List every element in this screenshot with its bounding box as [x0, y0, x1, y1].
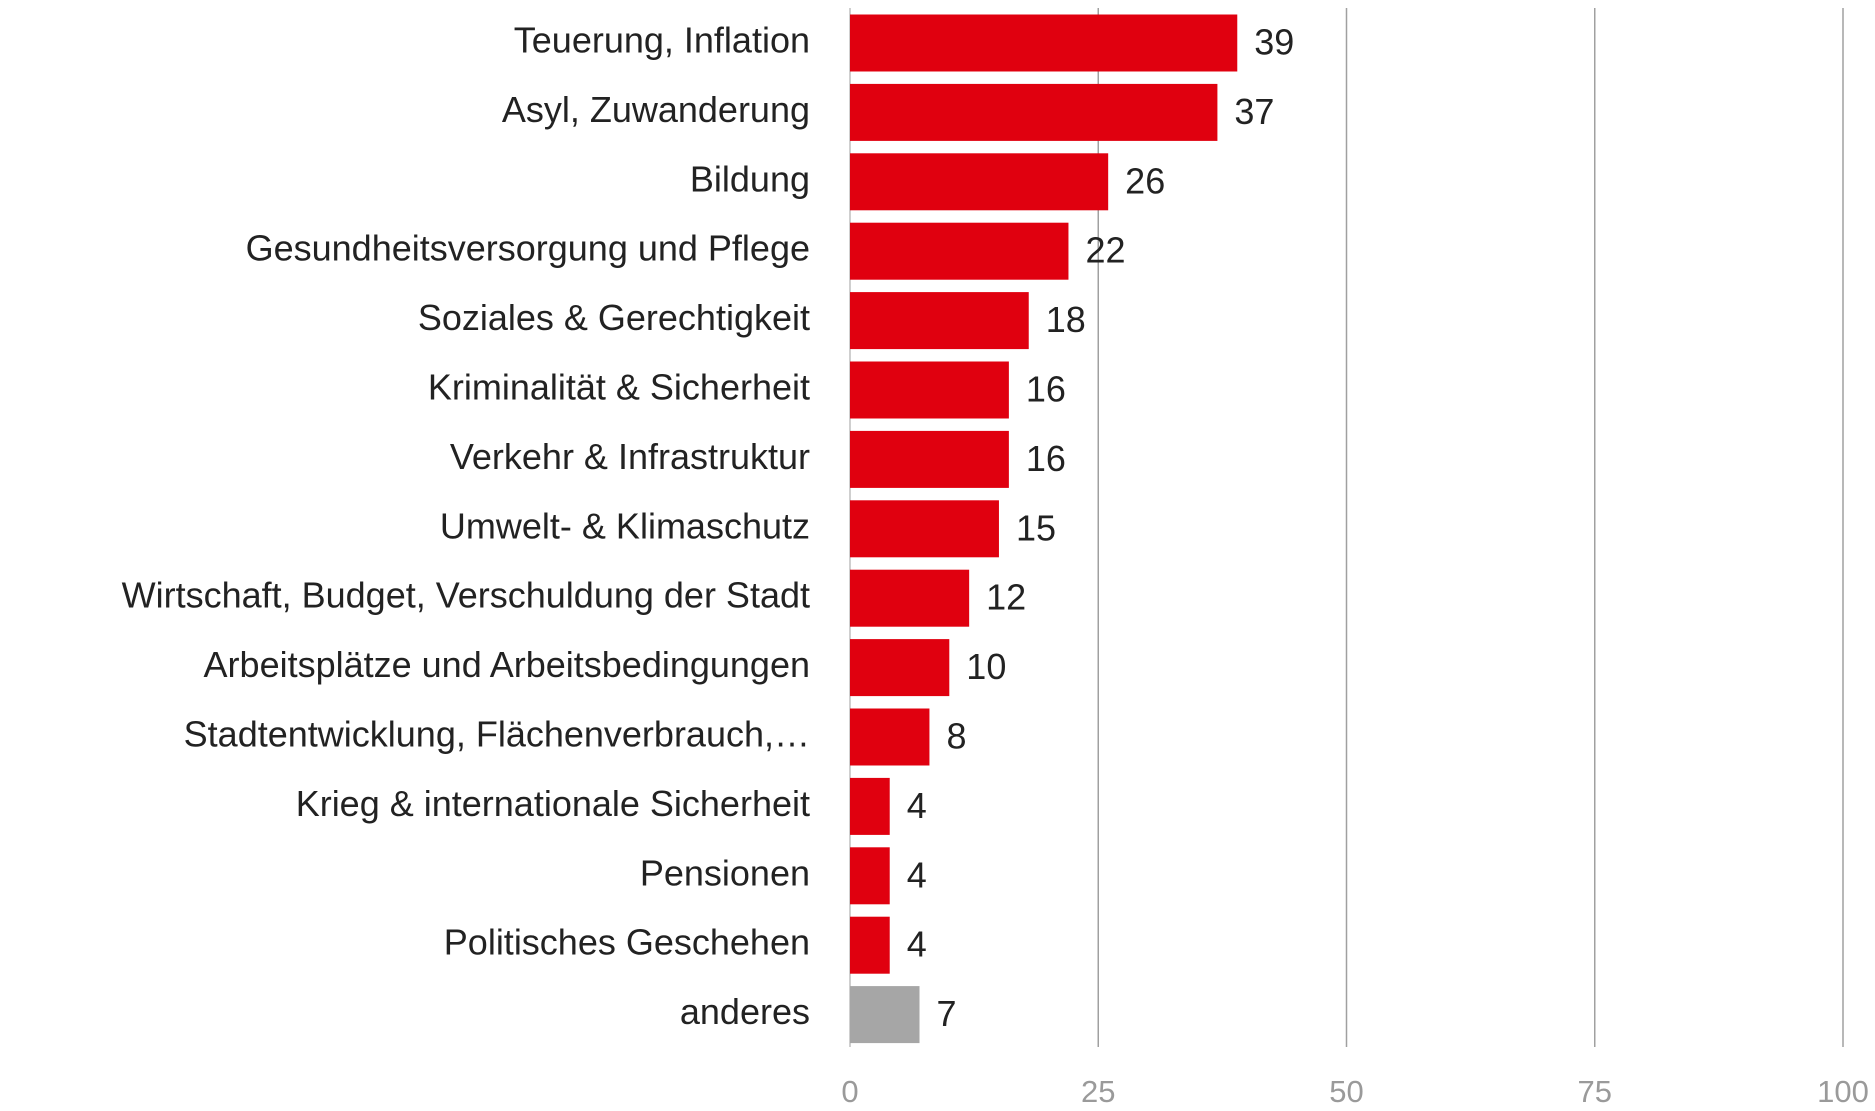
bar [850, 222, 1069, 280]
bar [850, 153, 1109, 211]
value-label: 10 [966, 646, 1006, 687]
value-label: 26 [1125, 160, 1165, 201]
y-tick-label: Asyl, Zuwanderung [502, 89, 810, 130]
x-tick-label: 75 [1578, 1074, 1612, 1109]
y-tick-label: Politisches Geschehen [444, 922, 810, 963]
value-label: 4 [907, 924, 927, 965]
bar [850, 916, 890, 974]
y-tick-label: Krieg & internationale Sicherheit [296, 783, 810, 824]
value-label: 39 [1254, 22, 1294, 63]
x-tick-label: 100 [1817, 1074, 1869, 1109]
y-tick-label: Gesundheitsversorgung und Pflege [246, 228, 810, 269]
bar [850, 777, 890, 835]
y-tick-label: Soziales & Gerechtigkeit [418, 297, 810, 338]
bar [850, 14, 1238, 72]
value-label: 12 [986, 577, 1026, 618]
value-label: 22 [1085, 230, 1125, 271]
x-tick-label: 0 [841, 1074, 858, 1109]
bar [850, 292, 1029, 350]
y-tick-label: Wirtschaft, Budget, Verschuldung der Sta… [122, 575, 810, 616]
bar [850, 500, 999, 558]
x-tick-label: 50 [1329, 1074, 1363, 1109]
bar [850, 430, 1009, 488]
bar [850, 361, 1009, 419]
bar [850, 569, 970, 627]
bar [850, 986, 920, 1044]
value-label: 16 [1026, 369, 1066, 410]
y-tick-label: Teuerung, Inflation [514, 20, 810, 61]
value-label: 7 [937, 993, 957, 1034]
y-tick-label: Pensionen [640, 852, 810, 893]
x-tick-label: 25 [1081, 1074, 1115, 1109]
y-tick-label: Kriminalität & Sicherheit [428, 367, 810, 408]
y-tick-label: Bildung [690, 158, 810, 199]
y-tick-label: Arbeitsplätze und Arbeitsbedingungen [204, 644, 810, 685]
bar [850, 708, 930, 766]
bar [850, 83, 1218, 141]
bar [850, 639, 950, 697]
bar [850, 847, 890, 905]
value-label: 8 [946, 716, 966, 757]
value-label: 4 [907, 854, 927, 895]
value-label: 16 [1026, 438, 1066, 479]
value-label: 18 [1046, 299, 1086, 340]
value-label: 4 [907, 785, 927, 826]
y-tick-label: Umwelt- & Klimaschutz [440, 505, 810, 546]
value-label: 37 [1234, 91, 1274, 132]
y-tick-label: anderes [680, 991, 810, 1032]
y-tick-label: Verkehr & Infrastruktur [450, 436, 810, 477]
y-tick-label: Stadtentwicklung, Flächenverbrauch,… [184, 714, 810, 755]
value-label: 15 [1016, 507, 1056, 548]
